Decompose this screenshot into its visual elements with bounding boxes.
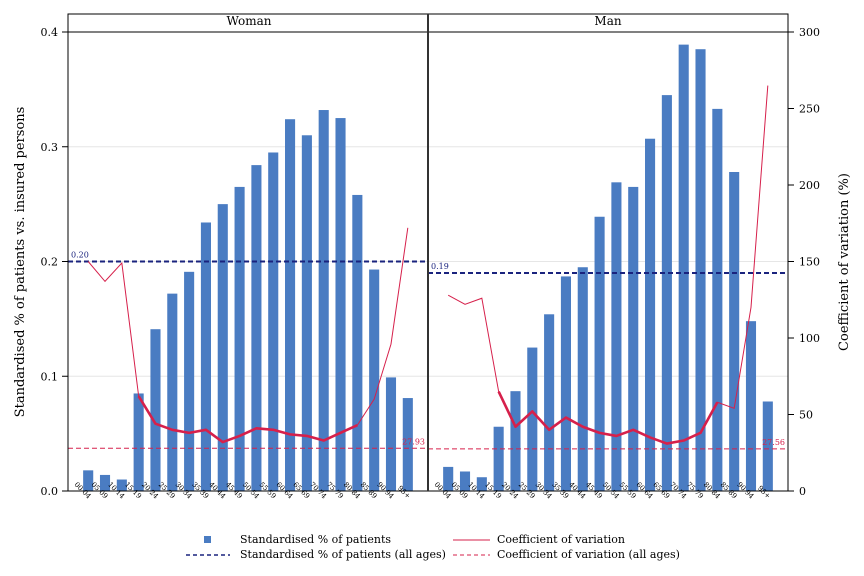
cv-lines <box>87 85 769 445</box>
bar-woman-16 <box>352 194 363 491</box>
y-right-tick-label: 100 <box>799 332 820 345</box>
bar-man-1 <box>459 471 471 491</box>
bar-woman-8 <box>217 204 228 491</box>
bar-woman-5 <box>167 293 178 491</box>
bar-woman-2 <box>116 479 127 491</box>
y-right-tick-label: 250 <box>799 103 820 116</box>
bar-man-4 <box>510 391 521 491</box>
y-left-tick-label: 0.4 <box>41 26 59 39</box>
y-right-tick-label: 200 <box>799 179 820 192</box>
bar-woman-18 <box>385 377 397 491</box>
bar-man-12 <box>645 138 656 491</box>
y-left-tick-labels: 0.0 0.1 0.2 0.3 0.4 <box>41 26 68 498</box>
bar-woman-13 <box>301 135 312 491</box>
panel-title-man: Man <box>594 14 621 28</box>
reference-lines: 0.20 27.93 0.19 27.56 <box>68 251 788 450</box>
bar-man-15 <box>695 49 706 492</box>
bar-man-14 <box>678 44 689 492</box>
ref-label-cv-woman: 27.93 <box>402 437 425 446</box>
bar-woman-0 <box>83 470 94 491</box>
bar-woman-14 <box>318 110 329 491</box>
bar-man-11 <box>628 186 639 491</box>
ref-label-cv-man: 27.56 <box>762 438 785 447</box>
bar-man-13 <box>661 95 672 492</box>
y-left-tick-label: 0.3 <box>41 141 59 154</box>
y-left-tick-label: 0.1 <box>41 370 59 383</box>
bar-man-8 <box>577 267 588 491</box>
y-right-tick-label: 150 <box>799 256 820 269</box>
cv-line-bold-woman <box>137 395 358 444</box>
bar-woman-9 <box>234 186 245 491</box>
bar-woman-15 <box>335 118 346 491</box>
bar-man-17 <box>729 171 740 491</box>
bar-man-16 <box>712 108 723 491</box>
bar-man-7 <box>560 276 571 491</box>
legend-label-ref-pct: Standardised % of patients (all ages) <box>240 548 446 561</box>
bar-woman-12 <box>285 119 296 492</box>
legend: Standardised % of patients Coefficient o… <box>186 533 680 561</box>
legend-label-bars: Standardised % of patients <box>240 533 391 546</box>
legend-label-cv: Coefficient of variation <box>497 533 625 546</box>
bar-woman-3 <box>133 393 144 491</box>
y-right-tick-label: 0 <box>799 485 806 498</box>
y-left-axis-label: Standardised % of patients vs. insured p… <box>13 107 28 418</box>
bar-man-10 <box>611 182 622 491</box>
bar-man-2 <box>476 477 487 491</box>
panel-title-woman: Woman <box>226 14 271 28</box>
y-left-tick-label: 0.0 <box>41 485 59 498</box>
bar-man-0 <box>443 466 454 491</box>
bar-woman-1 <box>99 474 111 491</box>
bar-woman-11 <box>268 152 279 492</box>
bar-man-5 <box>527 347 538 491</box>
bar-woman-7 <box>200 222 211 492</box>
bar-woman-17 <box>369 269 380 491</box>
y-left-tick-label: 0.2 <box>41 256 59 269</box>
legend-swatch-bars <box>204 536 211 543</box>
ref-label-pct-woman: 0.20 <box>71 251 89 260</box>
y-right-tick-labels: 0 50 100 150 200 250 300 <box>788 26 820 498</box>
y-right-tick-label: 300 <box>799 26 820 39</box>
bar-man-6 <box>544 314 555 491</box>
bars-layer <box>83 44 773 492</box>
y-right-tick-label: 50 <box>799 409 813 422</box>
legend-label-ref-cv: Coefficient of variation (all ages) <box>497 548 680 561</box>
bar-man-9 <box>594 216 605 491</box>
bar-woman-4 <box>150 329 161 491</box>
bar-woman-10 <box>251 165 262 492</box>
bar-woman-19 <box>402 398 413 491</box>
bar-man-19 <box>762 401 773 491</box>
bar-man-18 <box>745 321 757 491</box>
cv-line-bold-man <box>497 390 719 445</box>
bar-man-3 <box>493 426 504 491</box>
bar-woman-6 <box>184 271 195 491</box>
y-right-axis-label: Coefficient of variation (%) <box>837 173 852 351</box>
ref-label-pct-man: 0.19 <box>431 262 449 271</box>
